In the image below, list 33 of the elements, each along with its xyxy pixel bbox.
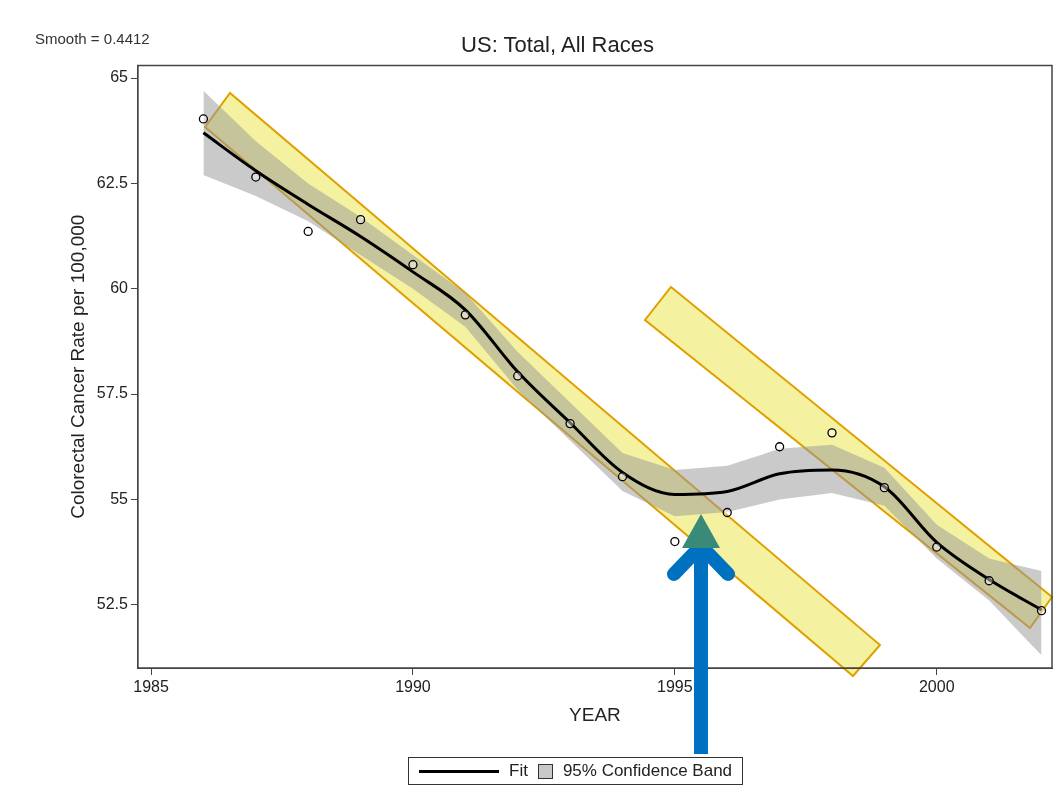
point bbox=[513, 371, 523, 381]
y-tick-label: 52.5 bbox=[96, 595, 129, 613]
point bbox=[251, 172, 261, 182]
x-tick-label: 1985 bbox=[133, 678, 169, 696]
point bbox=[198, 114, 209, 124]
chart-title: US: Total, All Races bbox=[461, 32, 654, 58]
point bbox=[617, 472, 628, 482]
text: 95% Confidence Band bbox=[562, 761, 733, 781]
point bbox=[670, 536, 680, 547]
point bbox=[1036, 606, 1047, 616]
y-tick-label: 65 bbox=[110, 68, 129, 86]
point bbox=[408, 260, 418, 270]
point bbox=[827, 428, 837, 438]
point bbox=[984, 576, 994, 586]
x-tick-label: 1990 bbox=[395, 678, 431, 696]
point bbox=[303, 226, 313, 237]
point bbox=[460, 310, 470, 320]
point bbox=[774, 442, 785, 452]
x-tick-label: 1995 bbox=[657, 678, 693, 696]
y-tick-label: 60 bbox=[110, 279, 129, 297]
point bbox=[722, 507, 732, 518]
y-tick-label: 55 bbox=[110, 489, 129, 507]
point bbox=[932, 542, 942, 552]
point bbox=[355, 214, 366, 225]
point bbox=[565, 418, 575, 429]
x-tick-label: 2000 bbox=[918, 678, 955, 696]
y-axis-title: Colorectal Cancer Rate per 100,000 bbox=[66, 214, 88, 519]
point bbox=[879, 482, 890, 493]
x-axis-title: YEAR bbox=[569, 703, 621, 725]
text: Smooth = 0.4412 bbox=[35, 30, 150, 48]
y-tick-label: 57.5 bbox=[96, 384, 129, 402]
legend-label: Fit bbox=[509, 761, 528, 781]
y-tick-label: 62.5 bbox=[96, 173, 129, 191]
